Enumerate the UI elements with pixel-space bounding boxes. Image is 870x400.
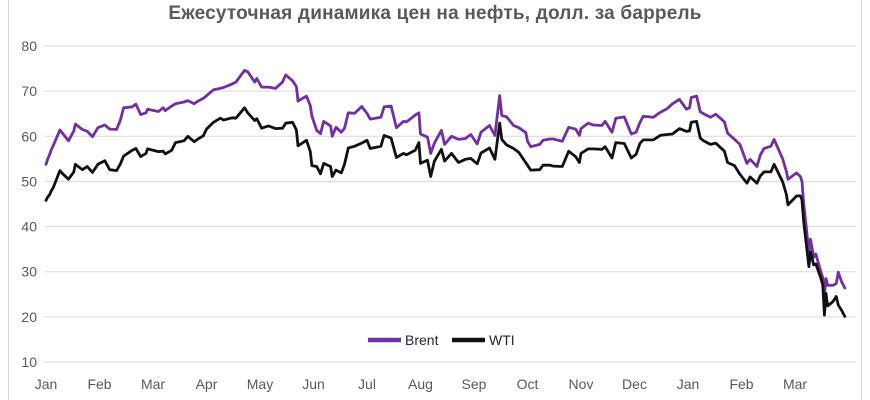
x-tick-label: Apr [196, 376, 218, 392]
y-tick-label: 40 [21, 219, 37, 235]
x-tick-label: Dec [622, 376, 647, 392]
y-tick-label: 30 [21, 264, 37, 280]
y-tick-label: 80 [21, 38, 37, 54]
x-tick-label: Oct [517, 376, 539, 392]
series-line-wti [44, 106, 847, 318]
x-tick-label: Jan [677, 376, 700, 392]
x-tick-label: Aug [408, 376, 433, 392]
y-tick-label: 60 [21, 128, 37, 144]
x-tick-label: Mar [783, 376, 807, 392]
x-tick-label: Sep [462, 376, 487, 392]
x-tick-label: Nov [569, 376, 594, 392]
x-tick-label: May [247, 376, 273, 392]
x-tick-label: Feb [87, 376, 111, 392]
x-tick-label: Jul [358, 376, 376, 392]
x-tick-label: Jan [35, 376, 58, 392]
legend-label-brent: Brent [405, 332, 439, 348]
x-tick-label: Feb [729, 376, 753, 392]
legend-label-wti: WTI [489, 332, 515, 348]
x-tick-label: Mar [141, 376, 165, 392]
x-tick-label: Jun [302, 376, 325, 392]
y-tick-label: 20 [21, 309, 37, 325]
series-line-brent [44, 69, 847, 297]
chart-title: Ежесуточная динамика цен на нефть, долл.… [168, 3, 702, 24]
y-tick-label: 70 [21, 83, 37, 99]
y-tick-label: 50 [21, 173, 37, 189]
y-tick-label: 10 [21, 354, 37, 370]
